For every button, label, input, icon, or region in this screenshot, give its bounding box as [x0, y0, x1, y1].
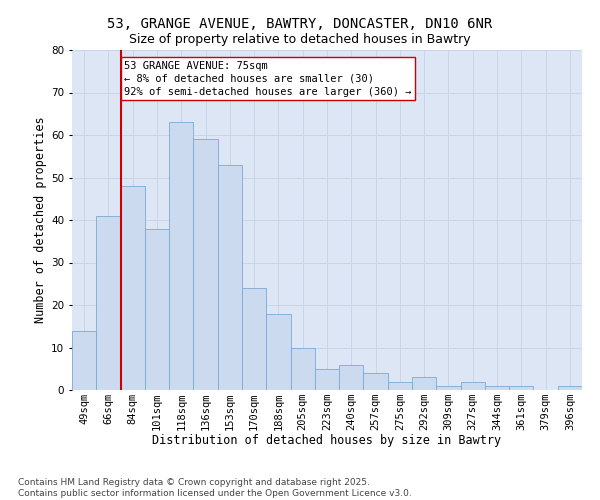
X-axis label: Distribution of detached houses by size in Bawtry: Distribution of detached houses by size … [152, 434, 502, 448]
Bar [436, 386, 461, 390]
Bar [145, 228, 169, 390]
Bar [193, 139, 218, 390]
Text: Size of property relative to detached houses in Bawtry: Size of property relative to detached ho… [129, 32, 471, 46]
Bar [364, 373, 388, 390]
Bar [485, 386, 509, 390]
Text: 53, GRANGE AVENUE, BAWTRY, DONCASTER, DN10 6NR: 53, GRANGE AVENUE, BAWTRY, DONCASTER, DN… [107, 18, 493, 32]
Bar [388, 382, 412, 390]
Bar [412, 377, 436, 390]
Bar [96, 216, 121, 390]
Text: Contains HM Land Registry data © Crown copyright and database right 2025.
Contai: Contains HM Land Registry data © Crown c… [18, 478, 412, 498]
Bar [339, 364, 364, 390]
Bar [169, 122, 193, 390]
Bar [121, 186, 145, 390]
Bar [242, 288, 266, 390]
Bar [509, 386, 533, 390]
Bar [290, 348, 315, 390]
Y-axis label: Number of detached properties: Number of detached properties [34, 116, 47, 324]
Bar [218, 165, 242, 390]
Bar [461, 382, 485, 390]
Bar [315, 369, 339, 390]
Bar [72, 330, 96, 390]
Text: 53 GRANGE AVENUE: 75sqm
← 8% of detached houses are smaller (30)
92% of semi-det: 53 GRANGE AVENUE: 75sqm ← 8% of detached… [124, 60, 412, 97]
Bar [266, 314, 290, 390]
Bar [558, 386, 582, 390]
